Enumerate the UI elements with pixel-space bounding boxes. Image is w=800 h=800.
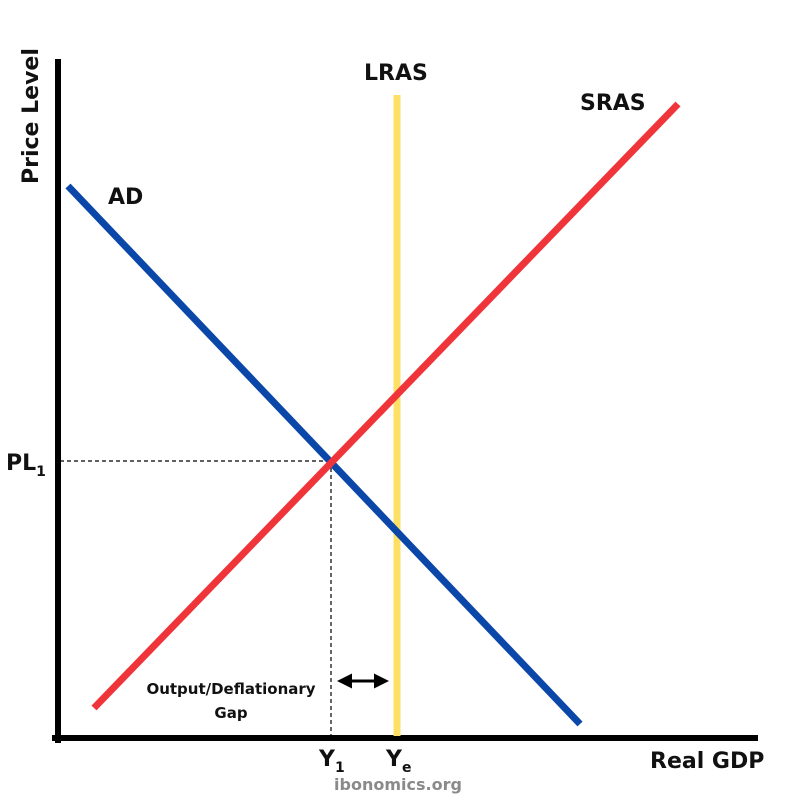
sras-curve: [91, 101, 681, 711]
gap-label-line1: Output/Deflationary: [146, 680, 315, 698]
actual-output-label: Y1: [318, 747, 345, 776]
x-axis-label: Real GDP: [650, 749, 764, 774]
potential-output-label: Ye: [385, 747, 411, 776]
lras-label: LRAS: [364, 61, 428, 86]
price-level-label: PL1: [6, 451, 46, 480]
y-axis-label: Price Level: [19, 48, 44, 184]
ad-label: AD: [108, 185, 143, 210]
gap-label-line2: Gap: [214, 704, 247, 722]
watermark: ibonomics.org: [334, 775, 462, 794]
ad-curve: [65, 183, 583, 727]
sras-label: SRAS: [580, 91, 646, 116]
